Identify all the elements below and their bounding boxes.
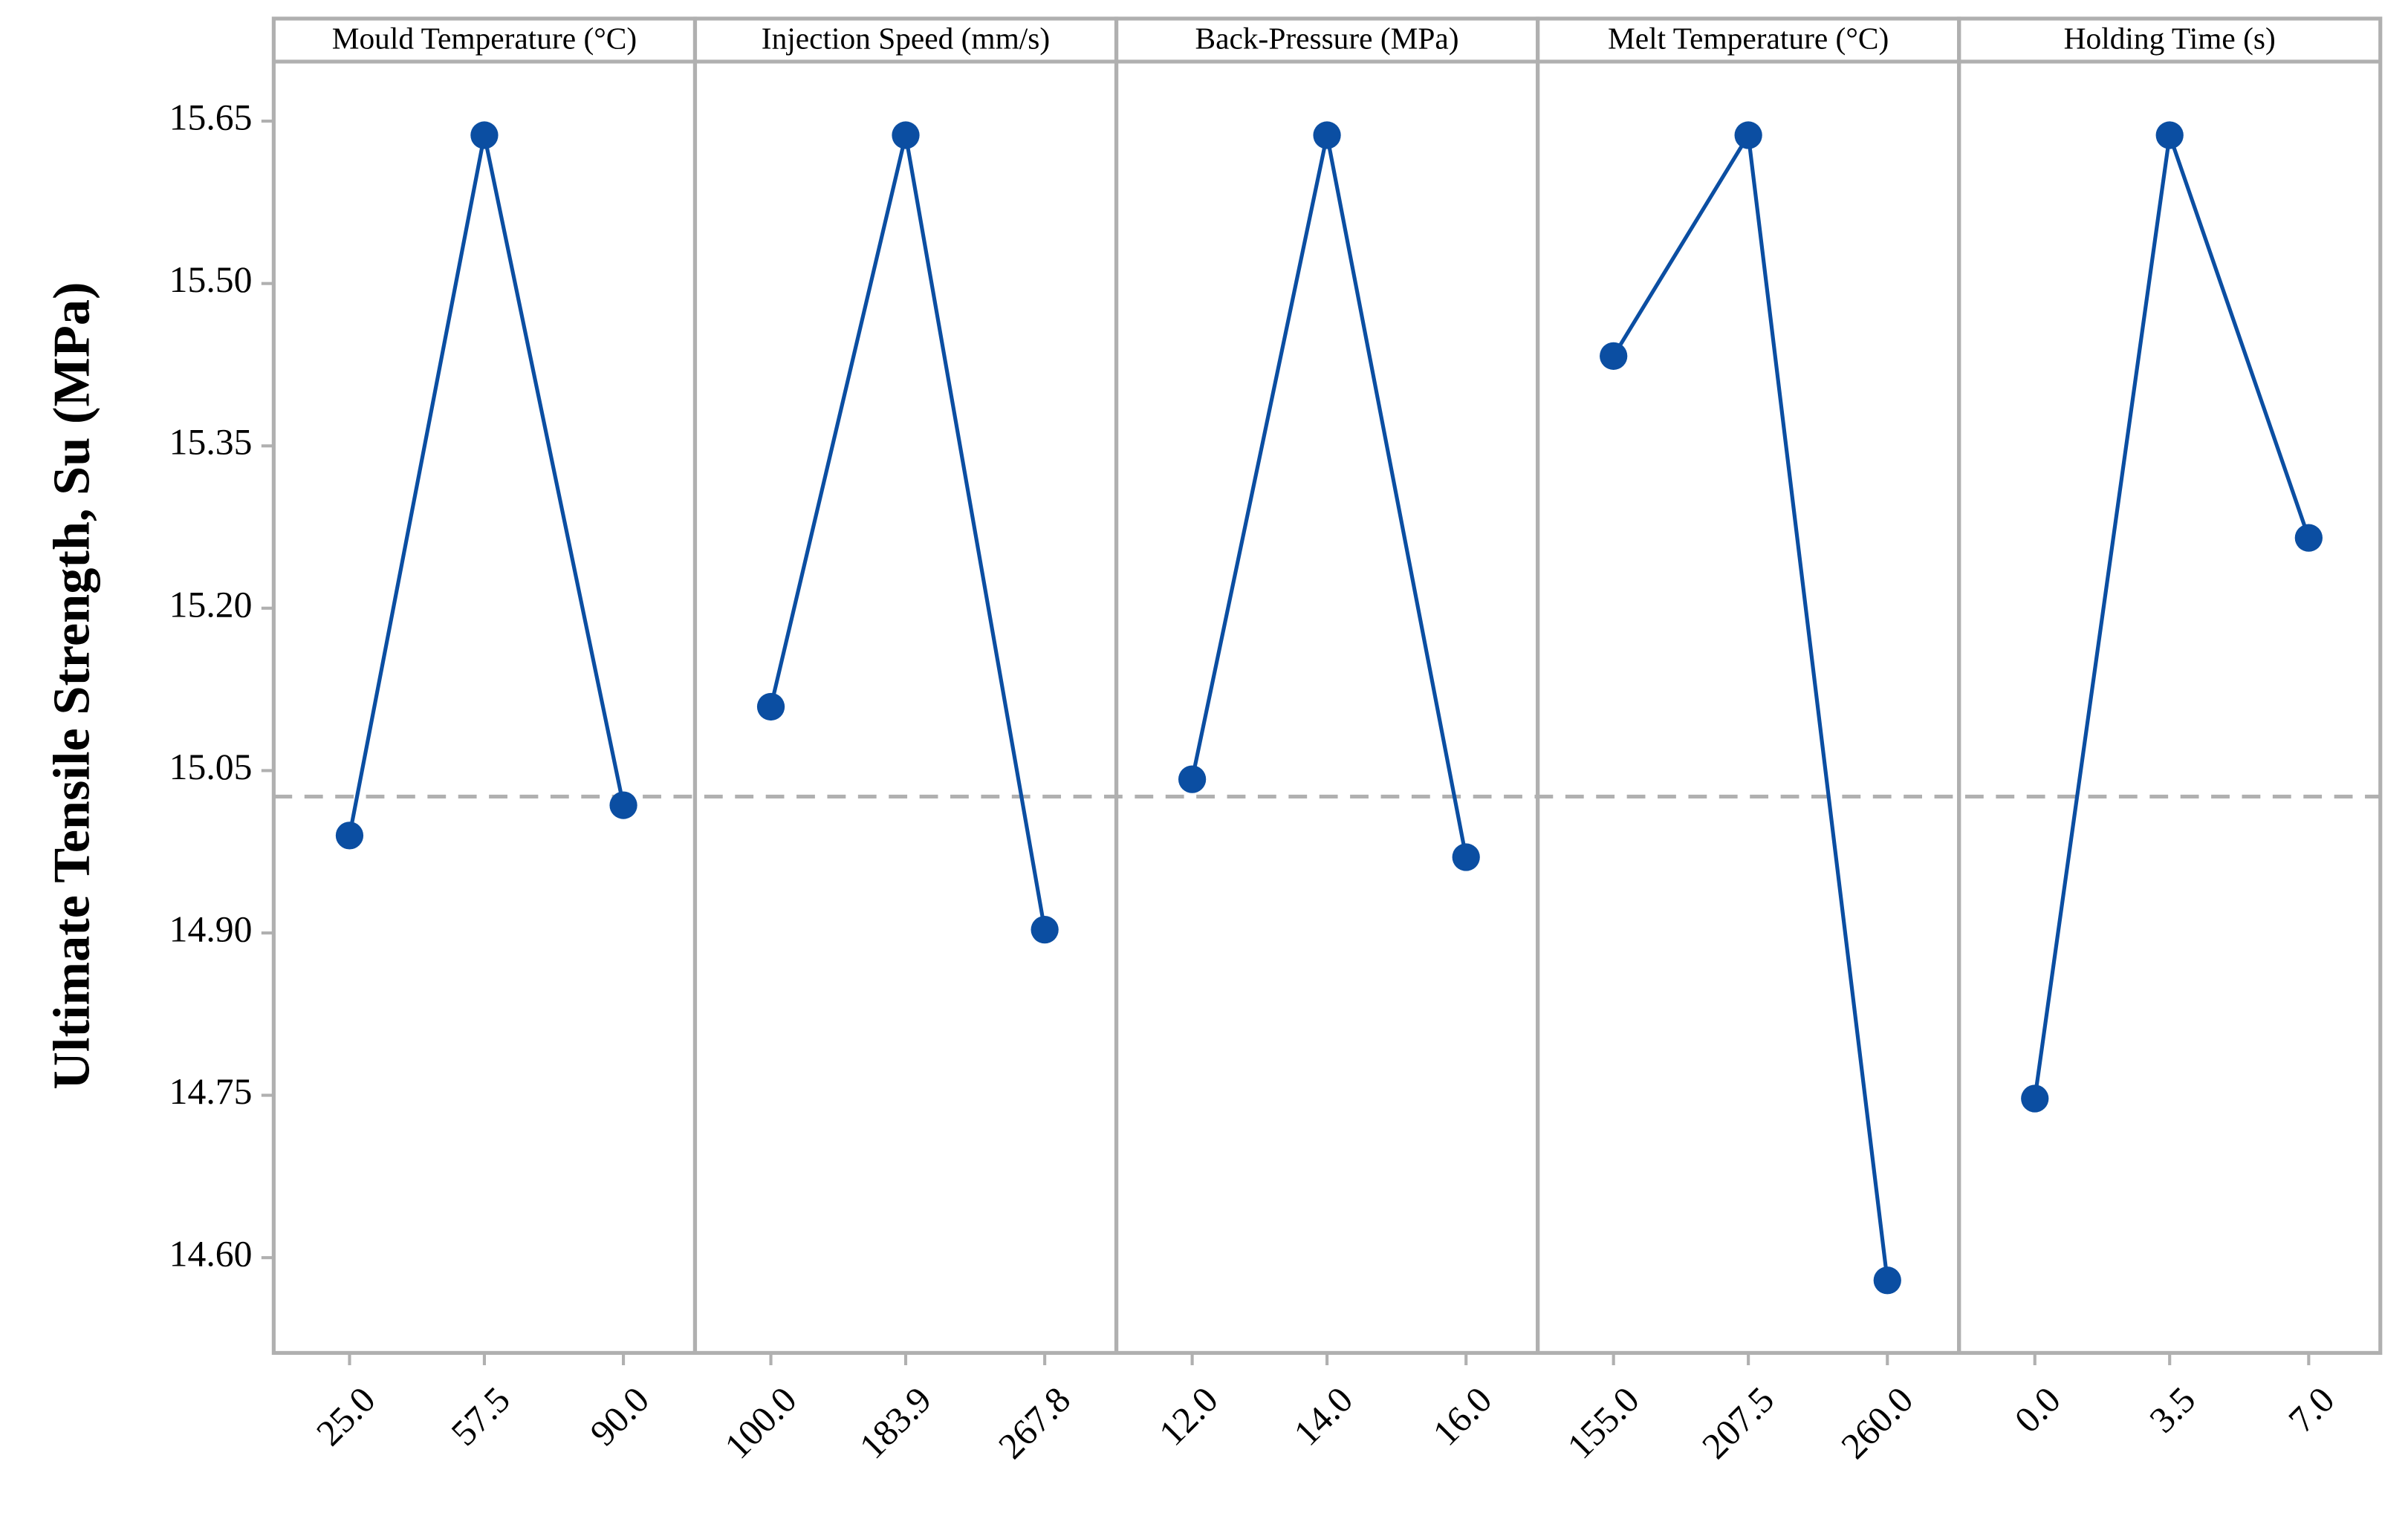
data-point bbox=[470, 121, 499, 149]
x-tick-label: 100.0 bbox=[717, 1379, 805, 1467]
y-tick-label: 15.50 bbox=[169, 259, 253, 300]
y-axis-label: Ultimate Tensile Strength, Su (MPa) bbox=[43, 282, 101, 1090]
panel-frame bbox=[692, 16, 1119, 1356]
y-tick-label: 15.05 bbox=[169, 746, 253, 787]
y-tick-label: 15.20 bbox=[169, 584, 253, 625]
series-line bbox=[1612, 129, 1889, 1281]
series-line bbox=[347, 134, 626, 836]
x-tick-label: 14.0 bbox=[1286, 1379, 1360, 1454]
series-line bbox=[1190, 134, 1468, 858]
data-point bbox=[1313, 121, 1341, 149]
data-point bbox=[1031, 916, 1059, 944]
x-tick-label: 267.8 bbox=[990, 1379, 1078, 1467]
panel-frame bbox=[1957, 16, 2383, 1356]
x-tick-label: 57.5 bbox=[444, 1379, 518, 1454]
data-point bbox=[1178, 765, 1207, 793]
x-tick-label: 12.0 bbox=[1151, 1379, 1225, 1454]
data-point bbox=[1452, 843, 1480, 871]
x-tick-label: 260.0 bbox=[1833, 1379, 1921, 1467]
panel-frame bbox=[1114, 16, 1540, 1356]
series-line bbox=[2033, 134, 2311, 1099]
panel-title: Injection Speed (mm/s) bbox=[762, 22, 1050, 56]
panel-frame bbox=[1536, 16, 1961, 1356]
x-tick-label: 0.0 bbox=[2007, 1379, 2068, 1441]
y-tick-label: 14.75 bbox=[169, 1071, 253, 1112]
y-tick-label: 14.60 bbox=[169, 1234, 253, 1275]
panel-title: Back-Pressure (MPa) bbox=[1195, 22, 1459, 56]
data-point bbox=[2155, 121, 2184, 149]
x-tick-label: 3.5 bbox=[2142, 1379, 2204, 1441]
data-point bbox=[2021, 1084, 2049, 1113]
panel-frame bbox=[271, 16, 698, 1356]
x-tick-label: 183.9 bbox=[851, 1379, 939, 1467]
y-tick-label: 15.35 bbox=[169, 422, 253, 463]
y-tick-label: 15.65 bbox=[169, 97, 253, 138]
x-tick-label: 16.0 bbox=[1425, 1379, 1499, 1454]
panel-title: Melt Temperature (°C) bbox=[1608, 22, 1889, 56]
data-point bbox=[756, 692, 785, 721]
data-point bbox=[2294, 524, 2323, 552]
data-point bbox=[609, 791, 637, 819]
x-tick-label: 207.5 bbox=[1694, 1379, 1782, 1467]
x-tick-label: 7.0 bbox=[2281, 1379, 2343, 1441]
panel-title: Mould Temperature (°C) bbox=[332, 22, 637, 56]
data-point bbox=[1734, 121, 1762, 149]
series-line bbox=[769, 134, 1047, 931]
data-point bbox=[335, 822, 364, 850]
x-tick-label: 25.0 bbox=[308, 1379, 383, 1454]
y-tick-label: 14.90 bbox=[169, 908, 253, 949]
data-point bbox=[1873, 1266, 1901, 1295]
panel-title: Holding Time (s) bbox=[2064, 22, 2276, 56]
x-tick-label: 90.0 bbox=[582, 1379, 657, 1454]
data-point bbox=[1600, 342, 1628, 370]
data-point bbox=[892, 121, 920, 149]
x-tick-label: 155.0 bbox=[1560, 1379, 1647, 1467]
